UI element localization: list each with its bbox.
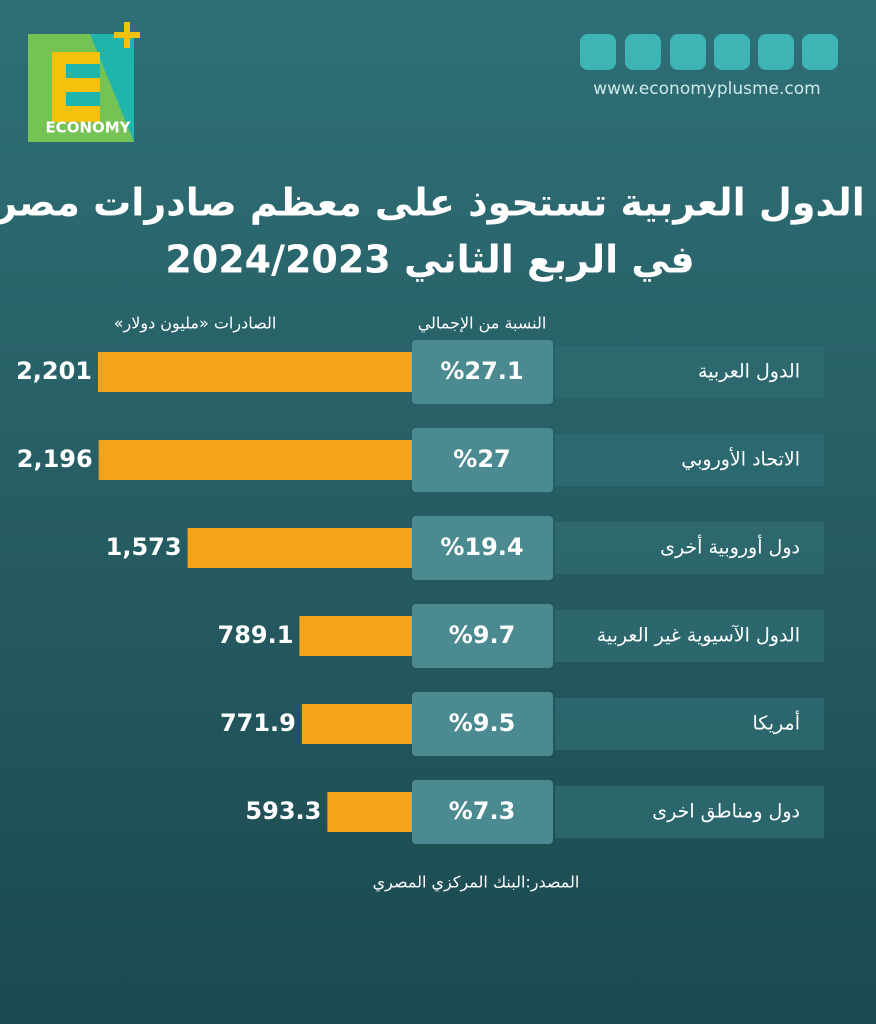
share-box bbox=[412, 604, 553, 668]
share-box bbox=[412, 692, 553, 756]
category-box bbox=[555, 698, 824, 750]
value-header: الصادرات «مليون دولار» bbox=[114, 314, 277, 334]
value-label: 2,201 bbox=[16, 357, 92, 385]
share-box bbox=[412, 516, 553, 580]
share-label: %27.1 bbox=[440, 357, 523, 385]
category-label: دول ومناطق اخرى bbox=[652, 801, 800, 823]
category-box bbox=[555, 610, 824, 662]
category-label: الدول العربية bbox=[698, 361, 800, 383]
bar bbox=[299, 616, 412, 656]
category-label: أمريكا bbox=[752, 711, 800, 735]
share-box bbox=[412, 428, 553, 492]
bar bbox=[187, 528, 412, 568]
share-label: %19.4 bbox=[440, 533, 523, 561]
share-label: %9.5 bbox=[449, 709, 516, 737]
share-label: %9.7 bbox=[449, 621, 516, 649]
share-box bbox=[412, 340, 553, 404]
source: المصدر:البنك المركزي المصري bbox=[373, 873, 580, 893]
value-label: 1,573 bbox=[106, 533, 182, 561]
value-label: 593.3 bbox=[245, 797, 321, 825]
bar bbox=[98, 352, 412, 392]
bar bbox=[301, 704, 412, 744]
category-box bbox=[555, 786, 824, 838]
category-label: الاتحاد الأوروبي bbox=[681, 448, 800, 471]
category-box bbox=[555, 434, 824, 486]
share-label: %7.3 bbox=[449, 797, 516, 825]
share-label: %27 bbox=[453, 445, 510, 473]
website: www.economyplusme.com bbox=[593, 79, 820, 99]
logo: ECONOMY bbox=[28, 22, 140, 142]
logo-text: ECONOMY bbox=[45, 119, 131, 137]
value-label: 789.1 bbox=[218, 621, 294, 649]
category-box bbox=[555, 346, 824, 398]
value-label: 771.9 bbox=[220, 709, 296, 737]
share-header: النسبة من الإجمالي bbox=[418, 314, 547, 334]
category-label: دول أوروبية أخرى bbox=[660, 535, 800, 559]
title-line: الدول العربية تستحوذ على معظم صادرات مصر bbox=[0, 181, 865, 226]
category-box bbox=[555, 522, 824, 574]
social-icons bbox=[580, 34, 838, 70]
title-line: في الربع الثاني 2024/2023 bbox=[165, 238, 694, 282]
value-label: 2,196 bbox=[17, 445, 93, 473]
bar bbox=[98, 440, 412, 480]
bar bbox=[327, 792, 412, 832]
share-box bbox=[412, 780, 553, 844]
category-label: الدول الآسيوية غير العربية bbox=[597, 625, 800, 647]
